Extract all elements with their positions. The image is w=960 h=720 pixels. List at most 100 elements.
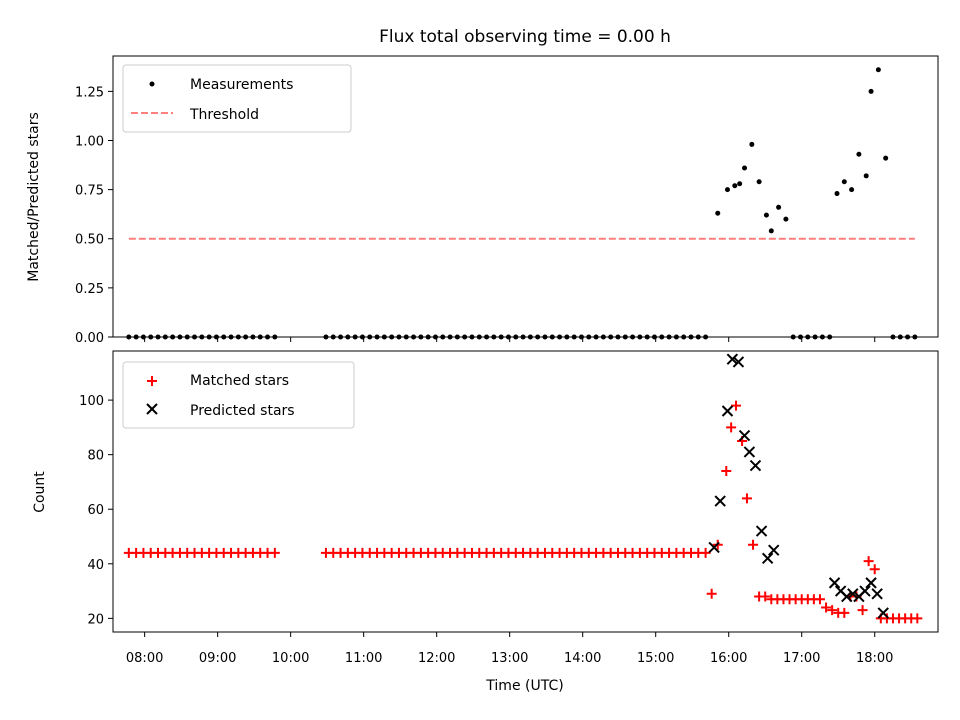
measurements-point [905,334,911,340]
x-tick-label: 13:00 [491,651,528,666]
measurements-point [542,334,548,340]
x-tick-label: 10:00 [272,651,309,666]
measurements-point [557,334,563,340]
measurements-point [549,334,555,340]
measurements-point [630,334,636,340]
legend-marker-measurements [149,81,155,87]
matched-stars-point [839,607,850,618]
measurements-point [812,334,818,340]
measurements-point [126,334,132,340]
predicted-stars-point [755,525,768,537]
top-y-tick-label: 0.50 [75,233,104,248]
measurements-point [749,141,755,147]
measurements-point [527,334,533,340]
predicted-stars-point [871,588,883,600]
measurements-point [600,334,606,340]
measurements-point [462,334,468,340]
x-tick-label: 12:00 [418,651,455,666]
bottom-legend: Matched stars Predicted stars [122,361,355,429]
measurements-point [338,334,344,340]
measurements-point [622,334,628,340]
legend-marker-predicted-stars [146,403,158,415]
measurements-point [768,228,774,234]
measurements-point [875,67,881,73]
measurements-point [715,210,721,216]
matched-stars-point [827,605,838,616]
measurements-point [737,181,743,187]
bottom-y-tick-label: 100 [79,394,104,409]
measurements-point [834,191,840,197]
measurements-point [724,187,730,193]
measurements-point [819,334,825,340]
matched-stars-point [863,556,874,567]
measurements-point [243,334,249,340]
measurements-point [756,179,762,185]
measurements-point [454,334,460,340]
predicted-stars-point [828,577,841,589]
measurements-point [790,334,796,340]
predicted-stars-point [859,585,871,597]
measurements-point [637,334,643,340]
top-y-axis-label: Matched/Predicted stars [26,112,42,282]
measurements-point [425,334,431,340]
measurements-point [695,334,701,340]
matched-stars-point [741,493,752,504]
matched-stars-point [760,591,771,602]
bottom-x-axis: 08:00 09:00 10:00 11:00 12:00 13:00 14:00 15:00… [126,632,893,666]
top-legend: Measurements Threshold [122,64,352,133]
x-tick-label: 18:00 [856,651,893,666]
measurements-point [272,334,278,340]
matched-stars-point [748,539,759,550]
measurements-point [140,334,146,340]
measurements-point [644,334,650,340]
measurements-point [148,334,154,340]
measurements-point [505,334,511,340]
measurements-point [469,334,475,340]
matched-stars-point [700,547,711,558]
measurements-point [235,334,241,340]
matched-stars-point [912,613,923,624]
measurements-point [615,334,621,340]
bottom-y-tick-label: 60 [87,503,104,518]
predicted-stars-point [847,588,859,600]
matched-stars-point [731,400,742,411]
measurements-point [841,179,847,185]
measurements-point [265,334,271,340]
measurements-point [359,334,365,340]
measurements-point [432,334,438,340]
measurements-point [396,334,402,340]
measurements-point [345,334,351,340]
measurements-point [593,334,599,340]
matched-stars-point [869,564,880,575]
bottom-y-axis: 20 40 60 80 100 [79,394,113,627]
chart-title: Flux total observing time = 0.00 h [379,27,671,47]
bottom-y-axis-label: Count [32,471,48,513]
measurements-point [155,334,161,340]
predicted-stars-point [721,405,734,417]
measurements-point [763,212,769,218]
top-y-axis: 0.00 0.25 0.50 0.75 1.00 1.25 [75,85,113,346]
x-tick-label: 15:00 [637,651,674,666]
predicted-stars-point [865,577,877,589]
predicted-stars-point [768,544,780,556]
measurements-point [776,204,782,210]
x-tick-label: 11:00 [345,651,382,666]
measurements-point [651,334,657,340]
x-tick-label: 08:00 [126,651,163,666]
bottom-y-tick-label: 80 [87,449,104,464]
predicted-stars-point [738,429,751,442]
measurements-point [177,334,183,340]
measurements-point [666,334,672,340]
legend-label-predicted-stars: Predicted stars [190,403,295,419]
measurements-point [228,334,234,340]
bottom-y-tick-label: 20 [87,612,104,627]
predicted-stars-point [732,356,745,368]
measurements-point [827,334,833,340]
measurements-point [868,88,874,94]
predicted-stars-point [761,552,774,565]
measurements-point [578,334,584,340]
top-y-tick-label: 0.00 [75,331,104,346]
measurements-point [732,183,738,189]
matched-stars-point [721,466,732,477]
measurements-point [440,334,446,340]
